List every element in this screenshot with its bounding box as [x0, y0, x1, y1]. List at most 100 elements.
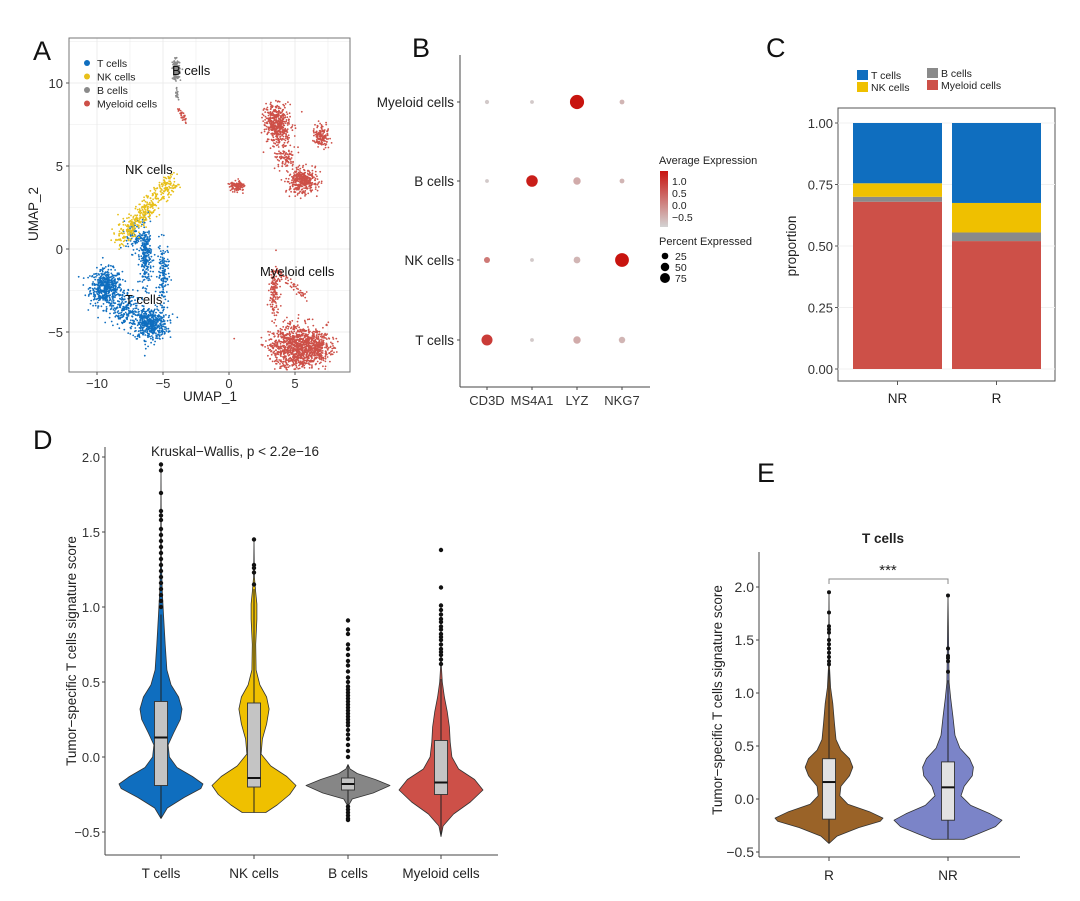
umap-point-t-cells	[150, 330, 153, 333]
umap-point-myeloid-cells	[264, 119, 266, 121]
umap-point-myeloid-cells	[295, 171, 297, 174]
umap-point-myeloid-cells	[314, 346, 316, 349]
umap-point-myeloid-cells	[239, 181, 242, 184]
umap-point-myeloid-cells	[297, 146, 299, 149]
umap-point-myeloid-cells	[317, 146, 319, 148]
umap-point-t-cells	[144, 240, 146, 243]
umap-point-myeloid-cells	[288, 341, 291, 343]
umap-point-myeloid-cells	[296, 284, 299, 286]
umap-point-myeloid-cells	[275, 156, 278, 159]
umap-point-myeloid-cells	[301, 346, 304, 348]
umap-point-nk-cells	[147, 195, 150, 198]
umap-point-myeloid-cells	[283, 355, 286, 357]
umap-point-t-cells	[135, 314, 137, 317]
umap-point-myeloid-cells	[262, 120, 265, 122]
umap-point-myeloid-cells	[323, 139, 326, 142]
umap-point-nk-cells	[137, 226, 140, 229]
umap-point-myeloid-cells	[294, 368, 297, 370]
umap-point-t-cells	[111, 304, 113, 307]
umap-point-myeloid-cells	[180, 116, 183, 119]
umap-point-myeloid-cells	[275, 249, 277, 252]
umap-point-t-cells	[155, 311, 157, 314]
umap-point-nk-cells	[134, 222, 137, 225]
umap-point-t-cells	[144, 275, 147, 278]
umap-point-myeloid-cells	[292, 177, 294, 180]
umap-point-t-cells	[113, 302, 115, 305]
umap-point-myeloid-cells	[307, 326, 309, 328]
umap-point-t-cells	[155, 337, 157, 339]
umap-point-myeloid-cells	[311, 366, 313, 368]
umap-point-myeloid-cells	[276, 104, 279, 107]
umap-point-myeloid-cells	[320, 135, 323, 138]
umap-point-myeloid-cells	[277, 146, 280, 148]
umap-point-myeloid-cells	[316, 356, 318, 359]
umap-point-b-cells	[175, 89, 178, 91]
umap-point-t-cells	[163, 263, 166, 265]
umap-point-myeloid-cells	[305, 185, 308, 188]
umap-point-t-cells	[166, 249, 169, 252]
umap-point-myeloid-cells	[322, 365, 324, 368]
umap-point-t-cells	[130, 319, 132, 322]
umap-point-myeloid-cells	[316, 134, 319, 137]
umap-point-myeloid-cells	[284, 106, 286, 109]
umap-point-myeloid-cells	[267, 112, 270, 114]
umap-point-myeloid-cells	[295, 335, 298, 337]
umap-point-t-cells	[124, 280, 127, 283]
umap-point-myeloid-cells	[325, 342, 328, 345]
umap-point-nk-cells	[155, 215, 158, 218]
umap-point-t-cells	[153, 253, 156, 256]
umap-point-myeloid-cells	[301, 183, 304, 186]
umap-point-t-cells	[117, 312, 120, 315]
umap-point-myeloid-cells	[312, 337, 315, 339]
umap-point-t-cells	[105, 309, 108, 312]
umap-point-t-cells	[159, 256, 162, 258]
umap-point-nk-cells	[149, 190, 152, 192]
umap-point-t-cells	[103, 296, 106, 299]
umap-point-myeloid-cells	[302, 362, 304, 364]
umap-point-t-cells	[126, 318, 128, 321]
umap-point-myeloid-cells	[321, 352, 324, 354]
umap-point-nk-cells	[144, 219, 147, 222]
umap-point-myeloid-cells	[311, 338, 313, 341]
umap-point-myeloid-cells	[314, 340, 317, 342]
umap-point-myeloid-cells	[298, 361, 300, 363]
umap-point-myeloid-cells	[266, 122, 269, 125]
umap-point-myeloid-cells	[271, 332, 274, 335]
umap-point-t-cells	[92, 291, 95, 294]
umap-point-nk-cells	[146, 201, 149, 204]
umap-point-myeloid-cells	[325, 323, 328, 326]
umap-point-t-cells	[129, 235, 132, 237]
umap-point-t-cells	[96, 297, 99, 300]
umap-point-myeloid-cells	[321, 129, 324, 132]
umap-point-myeloid-cells	[314, 165, 317, 168]
umap-point-nk-cells	[110, 239, 113, 242]
umap-point-myeloid-cells	[271, 132, 273, 135]
umap-point-t-cells	[149, 237, 151, 240]
umap-point-myeloid-cells	[287, 118, 290, 121]
umap-point-myeloid-cells	[289, 173, 292, 176]
umap-point-t-cells	[144, 330, 147, 333]
umap-point-myeloid-cells	[279, 330, 282, 332]
umap-point-t-cells	[121, 322, 124, 325]
umap-point-myeloid-cells	[322, 339, 325, 342]
umap-point-nk-cells	[154, 203, 157, 206]
umap-point-myeloid-cells	[287, 354, 290, 357]
umap-point-t-cells	[142, 322, 145, 325]
umap-point-t-cells	[114, 296, 116, 299]
umap-point-t-cells	[138, 232, 141, 235]
umap-point-t-cells	[107, 264, 110, 267]
umap-point-myeloid-cells	[297, 314, 300, 316]
umap-point-myeloid-cells	[275, 349, 277, 351]
umap-point-nk-cells	[156, 187, 159, 190]
panel-label-a: A	[33, 36, 51, 66]
umap-point-nk-cells	[144, 213, 147, 216]
umap-point-myeloid-cells	[279, 346, 282, 348]
umap-point-nk-cells	[143, 214, 146, 216]
umap-point-myeloid-cells	[276, 286, 278, 289]
umap-point-t-cells	[110, 279, 112, 282]
umap-point-t-cells	[88, 287, 91, 289]
umap-point-myeloid-cells	[288, 150, 290, 153]
umap-point-myeloid-cells	[316, 178, 319, 181]
panel-label-c: C	[766, 33, 786, 63]
umap-point-t-cells	[155, 275, 158, 278]
